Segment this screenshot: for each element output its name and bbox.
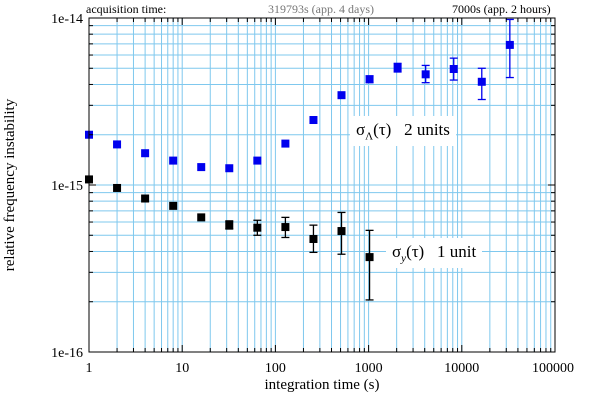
y-tick-label: 1e-15 [51, 179, 83, 194]
tau-argument: (τ) [373, 120, 392, 139]
sigma-y-point [337, 227, 346, 236]
sigma-lambda-legend: σΛ(τ) 2 units [350, 116, 456, 147]
x-tick-label: 1 [86, 361, 93, 376]
tau-argument: (τ) [406, 242, 425, 261]
x-tick-label: 1000 [355, 361, 383, 376]
axis-ticks [88, 18, 555, 353]
sigma-y-point [113, 183, 122, 192]
short-run-duration: 7000s (app. 2 hours) [452, 2, 551, 16]
sigma-lambda-point [281, 139, 290, 148]
sigma-symbol: σ [356, 120, 366, 139]
sigma-lambda-point [421, 70, 430, 79]
data-points [85, 40, 514, 262]
sigma-y-point [365, 253, 374, 262]
sigma-y-point [169, 201, 178, 210]
y-tick-label: 1e-14 [51, 12, 83, 27]
sigma-y-point [197, 213, 206, 222]
sigma-y-point [225, 221, 234, 230]
sigma-symbol: σ [392, 242, 402, 261]
sigma-lambda-point [197, 163, 206, 172]
y-tick-label: 1e-16 [51, 346, 83, 361]
sigma-y-legend: σy(τ) 1 unit [386, 238, 483, 269]
y-axis-tick-labels: 1e-16 1e-15 1e-14 [51, 12, 83, 361]
sigma-lambda-point [365, 75, 374, 84]
x-axis-title: integration time (s) [265, 377, 380, 393]
sigma-lambda-point [477, 77, 486, 86]
y-axis-title: relative frequency instability [2, 98, 18, 271]
sigma-lambda-point [113, 140, 122, 149]
sigma-lambda-point [393, 63, 402, 72]
sigma-lambda-point [225, 164, 234, 173]
sigma-lambda-point [309, 116, 318, 125]
long-run-duration: 319793s (app. 4 days) [268, 2, 374, 16]
sigma-lambda-point [141, 149, 150, 158]
y-subscript: y [401, 252, 407, 265]
sigma-y-point [253, 223, 262, 232]
units-label: 2 units [404, 120, 450, 139]
x-tick-label: 10000 [444, 361, 479, 376]
x-tick-label: 10 [175, 361, 189, 376]
sigma-lambda-point [449, 65, 458, 74]
x-tick-label: 100 [265, 361, 286, 376]
sigma-y-point [281, 223, 290, 232]
acquisition-time-label: acquisition time: [86, 2, 167, 16]
sigma-lambda-point [337, 91, 346, 100]
lambda-subscript: Λ [365, 130, 374, 143]
units-label: 1 unit [436, 242, 477, 261]
sigma-lambda-point [169, 156, 178, 165]
x-axis-tick-labels: 1 10 100 1000 10000 100000 [86, 361, 575, 376]
sigma-lambda-point [505, 40, 514, 49]
sigma-y-point [141, 194, 150, 203]
x-tick-label: 100000 [532, 361, 574, 376]
sigma-lambda-point [253, 156, 262, 165]
sigma-y-point [309, 234, 318, 243]
